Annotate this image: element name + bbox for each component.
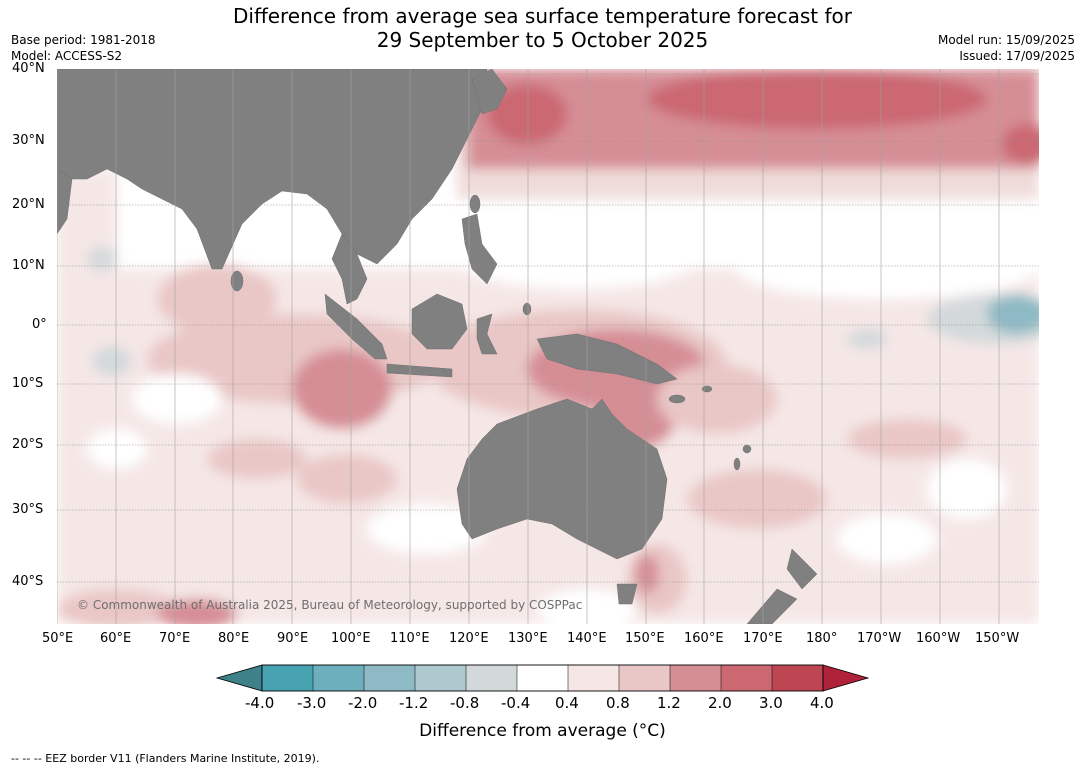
colorbar-cell — [618, 664, 671, 692]
colorbar-cell — [312, 664, 365, 692]
model-run: Model run: 15/09/2025 — [937, 33, 1075, 47]
lat-label: 10°S — [12, 376, 44, 391]
colorbar-tick: -3.0 — [297, 694, 327, 712]
colorbar-cell — [261, 664, 314, 692]
eez-footnote: -- -- -- EEZ border V11 (Flanders Marine… — [11, 752, 320, 765]
lon-label: 100°E — [331, 631, 371, 646]
lat-label: 40°N — [12, 61, 45, 76]
colorbar-tick: 0.4 — [555, 694, 579, 712]
colorbar-tick: 1.2 — [657, 694, 681, 712]
colorbar-tick: -1.2 — [399, 694, 429, 712]
lat-label: 20°N — [12, 197, 45, 212]
base-period: Base period: 1981-2018 — [11, 33, 156, 47]
meta-left: Base period: 1981-2018 Model: ACCESS-S2 — [11, 32, 156, 64]
lat-label: 20°S — [12, 437, 44, 452]
colorbar-extend-low — [216, 664, 263, 692]
title-line-1: Difference from average sea surface temp… — [232, 4, 852, 28]
colorbar-cell — [771, 664, 824, 692]
lon-label: 170°W — [857, 631, 902, 646]
colorbar-label: Difference from average (°C) — [419, 721, 666, 741]
colorbar-cell — [363, 664, 416, 692]
lat-label: 0° — [32, 317, 47, 332]
lon-label: 150°W — [975, 631, 1020, 646]
lat-label: 30°S — [12, 502, 44, 517]
lon-label: 110°E — [390, 631, 430, 646]
issued-date: Issued: 17/09/2025 — [959, 49, 1075, 63]
lon-label: 130°E — [508, 631, 548, 646]
sst-anomaly-map — [57, 69, 1039, 624]
lon-label: 180° — [806, 631, 838, 646]
lon-label: 120°E — [449, 631, 489, 646]
colorbar-tick: 3.0 — [759, 694, 783, 712]
lon-label: 70°E — [159, 631, 191, 646]
colorbar-extend-high — [822, 664, 869, 692]
lon-label: 50°E — [42, 631, 74, 646]
lon-label: 150°E — [625, 631, 665, 646]
lon-label: 90°E — [277, 631, 309, 646]
colorbar-tick: 4.0 — [810, 694, 834, 712]
meta-right: Model run: 15/09/2025 Issued: 17/09/2025 — [938, 32, 1075, 64]
colorbar-cell — [720, 664, 773, 692]
colorbar-cell — [465, 664, 518, 692]
colorbar-tick: 2.0 — [708, 694, 732, 712]
colorbar-cell — [414, 664, 467, 692]
colorbar-tick: -2.0 — [348, 694, 378, 712]
lon-label: 140°E — [567, 631, 607, 646]
lat-label: 40°S — [12, 574, 44, 589]
map-title: Difference from average sea surface temp… — [0, 4, 1085, 52]
colorbar-tick: -0.4 — [501, 694, 531, 712]
lon-label: 60°E — [100, 631, 132, 646]
lon-label: 160°E — [684, 631, 724, 646]
colorbar-cell — [669, 664, 722, 692]
meridians — [57, 69, 1000, 624]
model-name: Model: ACCESS-S2 — [11, 49, 123, 63]
lon-label: 160°W — [916, 631, 961, 646]
colorbar-cell — [516, 664, 569, 692]
title-line-2: 29 September to 5 October 2025 — [376, 28, 709, 52]
lon-label: 80°E — [218, 631, 250, 646]
lat-label: 30°N — [12, 133, 45, 148]
lon-label: 170°E — [743, 631, 783, 646]
colorbar-cells — [261, 664, 824, 692]
colorbar — [216, 664, 869, 692]
anomaly-field — [57, 69, 1039, 624]
land — [57, 69, 818, 624]
colorbar-cell — [567, 664, 620, 692]
colorbar-tick: 0.8 — [606, 694, 630, 712]
colorbar-tick: -4.0 — [245, 694, 275, 712]
lat-label: 10°N — [12, 258, 45, 273]
colorbar-tick: -0.8 — [450, 694, 480, 712]
copyright-notice: © Commonwealth of Australia 2025, Bureau… — [77, 598, 583, 612]
